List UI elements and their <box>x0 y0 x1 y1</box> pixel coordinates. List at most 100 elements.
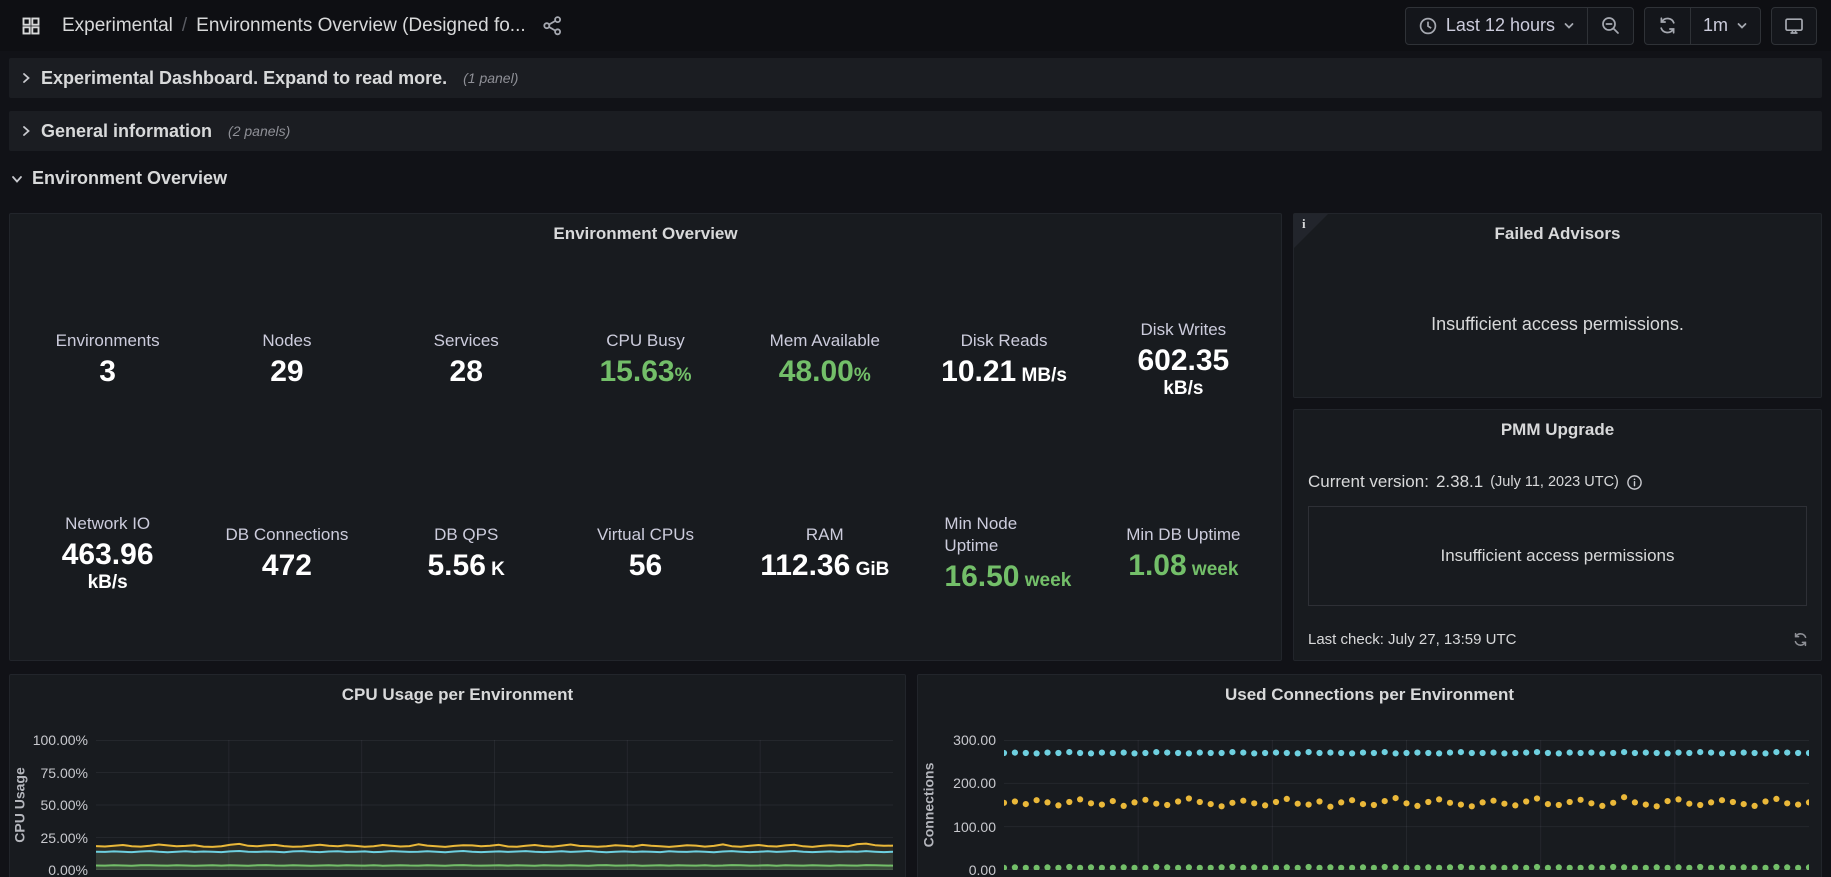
panel-environment-overview: Environment Overview Environments3Nodes2… <box>9 213 1282 661</box>
stat-environments: Environments3 <box>18 262 197 456</box>
info-circle-icon[interactable] <box>1626 474 1643 491</box>
stat-value: 112.36 GiB <box>760 549 889 583</box>
panel-cpu-usage-per-environment: CPU Usage per Environment CPU Usage 100.… <box>9 674 906 877</box>
pmm-current-version: Current version: 2.38.1 (July 11, 2023 U… <box>1308 472 1643 492</box>
stat-virtual-cpus: Virtual CPUs 56 <box>556 456 735 650</box>
stat-value: 56 <box>629 549 662 583</box>
stat-network-io: Network IO463.96kB/s <box>18 456 197 650</box>
chevron-down-icon <box>10 172 24 186</box>
stat-value: 463.96kB/s <box>62 538 154 593</box>
monitor-icon <box>1783 15 1805 37</box>
zoom-out-icon <box>1600 15 1621 36</box>
panel-pmm-upgrade: PMM Upgrade Current version: 2.38.1 (Jul… <box>1293 409 1822 661</box>
refresh-group: 1m <box>1644 7 1761 45</box>
stat-cpu-busy: CPU Busy 15.63% <box>556 262 735 456</box>
stat-label: Mem Available <box>770 330 880 352</box>
version-value: 2.38.1 <box>1436 472 1483 492</box>
row-header-experimental-dashboard[interactable]: Experimental Dashboard. Expand to read m… <box>9 58 1822 98</box>
breadcrumb-separator: / <box>182 15 187 37</box>
stat-db-connections: DB Connections472 <box>197 456 376 650</box>
stat-label: Disk Writes <box>1141 319 1227 341</box>
refresh-interval-picker[interactable]: 1m <box>1690 8 1760 44</box>
y-tick-label: 100.00 <box>953 819 996 835</box>
zoom-out-button[interactable] <box>1587 8 1633 44</box>
version-date: (July 11, 2023 UTC) <box>1490 474 1619 490</box>
row-panel-count: (2 panels) <box>228 123 290 139</box>
row-panel-count: (1 panel) <box>463 70 518 86</box>
time-picker-group: Last 12 hours <box>1405 7 1634 45</box>
pmm-footer: Last check: July 27, 13:59 UTC <box>1308 631 1809 648</box>
stat-value: 602.35kB/s <box>1137 344 1229 399</box>
panel-title[interactable]: Used Connections per Environment <box>918 685 1821 705</box>
stat-disk-reads: Disk Reads 10.21 MB/s <box>914 262 1093 456</box>
stat-label: Min Node Uptime <box>944 513 1040 557</box>
stat-mem-available: Mem Available 48.00% <box>735 262 914 456</box>
failed-advisors-message: Insufficient access permissions. <box>1306 264 1809 385</box>
stats-grid: Environments3Nodes29 Services 28 CPU Busy 15… <box>18 262 1273 650</box>
stat-label: RAM <box>806 524 844 546</box>
breadcrumb: Experimental / Environments Overview (De… <box>62 15 526 37</box>
y-tick-label: 75.00% <box>41 765 88 781</box>
check-refresh-icon[interactable] <box>1792 631 1809 648</box>
panel-failed-advisors: i Failed Advisors Insufficient access pe… <box>1293 213 1822 398</box>
share-icon[interactable] <box>536 9 570 43</box>
kiosk-mode-button[interactable] <box>1771 7 1817 45</box>
row-title: Environment Overview <box>32 168 227 189</box>
grafana-dashboard: Experimental / Environments Overview (De… <box>0 0 1831 877</box>
breadcrumb-dashboard-title: Environments Overview (Designed fo... <box>196 15 525 37</box>
time-range-label: Last 12 hours <box>1446 15 1555 36</box>
stat-label: DB QPS <box>434 524 498 546</box>
stat-min-db-uptime: Min DB Uptime 1.08 week <box>1094 456 1273 650</box>
stat-db-qps: DB QPS 5.56 K <box>377 456 556 650</box>
chevron-right-icon <box>19 124 33 138</box>
stat-min-node-uptime: Min Node Uptime16.50 week <box>914 456 1093 650</box>
stat-value: 16.50 week <box>944 560 1071 594</box>
y-tick-label: 300.00 <box>953 732 996 748</box>
stat-label: Services <box>434 330 499 352</box>
stat-value: 28 <box>450 355 483 389</box>
y-tick-label: 0.00% <box>48 862 88 877</box>
clock-icon <box>1418 16 1438 36</box>
y-tick-label: 50.00% <box>41 797 88 813</box>
row-title: General information <box>41 121 212 142</box>
chevron-right-icon <box>19 71 33 85</box>
panel-title[interactable]: PMM Upgrade <box>1294 420 1821 440</box>
refresh-icon <box>1657 15 1678 36</box>
y-tick-label: 200.00 <box>953 775 996 791</box>
connections-chart-plot-area[interactable] <box>1004 740 1809 870</box>
stat-label: Virtual CPUs <box>597 524 694 546</box>
stat-value: 5.56 K <box>428 549 505 583</box>
stat-value: 29 <box>270 355 303 389</box>
refresh-button[interactable] <box>1645 8 1690 44</box>
y-tick-label: 100.00% <box>33 732 88 748</box>
row-header-environment-overview[interactable]: Environment Overview <box>10 168 227 189</box>
y-axis-ticks: 100.00%75.00%50.00%25.00%0.00% <box>26 740 88 870</box>
panel-title[interactable]: CPU Usage per Environment <box>10 685 905 705</box>
stat-value: 10.21 MB/s <box>941 355 1067 389</box>
stat-label: Disk Reads <box>961 330 1048 352</box>
stat-value: 48.00% <box>779 355 871 389</box>
breadcrumb-section[interactable]: Experimental <box>62 15 173 37</box>
panel-title[interactable]: Environment Overview <box>10 224 1281 244</box>
refresh-interval-label: 1m <box>1703 15 1728 36</box>
row-header-general-information[interactable]: General information (2 panels) <box>9 111 1822 151</box>
cpu-chart-plot-area[interactable] <box>96 740 893 870</box>
y-axis-ticks: 300.00200.00100.000.00 <box>934 740 996 870</box>
last-check-text: Last check: July 27, 13:59 UTC <box>1308 631 1516 648</box>
chevron-down-icon <box>1736 20 1748 32</box>
toolbar: Experimental / Environments Overview (De… <box>0 0 1831 51</box>
stat-value: 1.08 week <box>1128 549 1238 583</box>
panel-used-connections-per-environment: Used Connections per Environment Connect… <box>917 674 1822 877</box>
stat-nodes: Nodes29 <box>197 262 376 456</box>
chevron-down-icon <box>1563 20 1575 32</box>
y-tick-label: 0.00 <box>969 862 996 877</box>
panel-title[interactable]: Failed Advisors <box>1294 224 1821 244</box>
apps-grid-icon[interactable] <box>14 9 48 43</box>
pmm-upgrade-message: Insufficient access permissions <box>1440 546 1674 566</box>
stat-label: CPU Busy <box>606 330 684 352</box>
time-range-picker[interactable]: Last 12 hours <box>1406 8 1587 44</box>
stat-label: Min DB Uptime <box>1126 524 1240 546</box>
y-tick-label: 25.00% <box>41 830 88 846</box>
stat-label: DB Connections <box>226 524 349 546</box>
stat-value: 15.63% <box>600 355 692 389</box>
